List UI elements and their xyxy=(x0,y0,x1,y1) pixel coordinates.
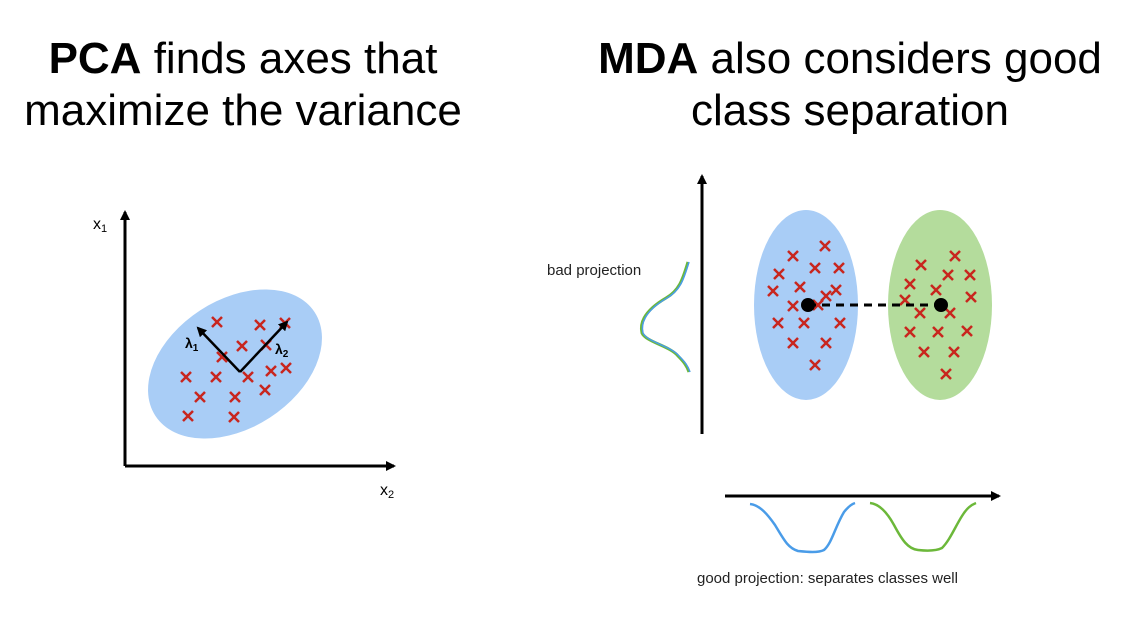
class-a-marker xyxy=(809,262,821,274)
bad-projection-label: bad projection xyxy=(547,262,641,279)
pca-lambda2-vector xyxy=(239,320,289,373)
mda-keyword: MDA xyxy=(598,34,699,83)
class-a-marker xyxy=(833,262,845,274)
mda-title-rest: also considers good xyxy=(698,34,1102,83)
pca-title-rest: finds axes that xyxy=(141,34,438,83)
pca-data-marker xyxy=(228,411,240,423)
class-b-marker xyxy=(899,294,911,306)
bad-projection-curve xyxy=(639,261,691,373)
pca-data-marker xyxy=(180,371,192,383)
class-b-markers xyxy=(899,250,977,380)
class-a-markers xyxy=(767,240,846,371)
pca-title-line2: maximize the variance xyxy=(24,86,462,135)
class-a-mean-dot xyxy=(801,298,815,312)
good-projection-curve-blue xyxy=(749,501,856,554)
class-a-marker xyxy=(787,337,799,349)
class-a-marker xyxy=(812,299,824,311)
good-projection-curve-green xyxy=(869,501,977,552)
class-a-marker xyxy=(830,284,842,296)
pca-data-marker xyxy=(236,340,248,352)
class-b-marker xyxy=(965,291,977,303)
class-a-marker xyxy=(820,337,832,349)
class-b-marker xyxy=(914,307,926,319)
class-b-marker xyxy=(961,325,973,337)
class-a-marker xyxy=(820,290,832,302)
class-b-mean-dot xyxy=(934,298,948,312)
class-a-marker xyxy=(787,250,799,262)
bad-projection-curve-blue xyxy=(641,261,691,373)
class-a-marker xyxy=(834,317,846,329)
pca-data-marker xyxy=(265,365,277,377)
pca-data-marker xyxy=(259,384,271,396)
class-b-marker xyxy=(904,278,916,290)
pca-data-marker xyxy=(242,371,254,383)
mda-title-line1: MDA also considers good xyxy=(580,33,1120,85)
mda-title-line2: class separation xyxy=(691,86,1009,135)
pca-data-marker xyxy=(216,351,228,363)
class-b-marker xyxy=(940,368,952,380)
pca-lambda2-label: λ2 xyxy=(275,341,289,360)
class-a-marker xyxy=(794,281,806,293)
pca-data-marker xyxy=(280,362,292,374)
class-a-marker xyxy=(773,268,785,280)
pca-x-axis-label: x2 xyxy=(380,482,394,501)
pca-data-marker xyxy=(211,316,223,328)
pca-panel: x1 x2 λ1 λ2 xyxy=(93,210,396,501)
pca-data-marker xyxy=(229,391,241,403)
class-b-marker xyxy=(964,269,976,281)
pca-data-marker xyxy=(194,391,206,403)
pca-lambda1-label: λ1 xyxy=(185,335,199,354)
class-b-marker xyxy=(915,259,927,271)
class-a-marker xyxy=(798,317,810,329)
class-a-marker xyxy=(809,359,821,371)
class-b-marker xyxy=(944,307,956,319)
class-a-marker xyxy=(787,300,799,312)
class-b-marker xyxy=(942,269,954,281)
pca-keyword: PCA xyxy=(48,34,142,83)
class-a-marker xyxy=(767,285,779,297)
pca-title-line1: PCA finds axes that xyxy=(0,33,486,85)
class-b-marker xyxy=(930,284,942,296)
pca-data-marker xyxy=(182,410,194,422)
bad-projection-curve-green xyxy=(639,261,691,373)
class-b-marker xyxy=(918,346,930,358)
class-b-marker xyxy=(948,346,960,358)
class-a-marker xyxy=(772,317,784,329)
pca-lambda1-vector xyxy=(196,326,241,373)
class-b-marker xyxy=(904,326,916,338)
pca-data-marker xyxy=(254,319,266,331)
pca-data-ellipse xyxy=(148,289,322,439)
mda-title: MDA also considers good class separation xyxy=(580,33,1120,137)
pca-title: PCA finds axes that maximize the varianc… xyxy=(0,33,486,137)
good-projection-label: good projection: separates classes well xyxy=(697,570,958,587)
mda-panel: bad projection good projection: separate… xyxy=(547,174,1001,587)
pca-y-axis-label: x1 xyxy=(93,216,107,235)
pca-data-marker xyxy=(210,371,222,383)
class-a-marker xyxy=(819,240,831,252)
class-b-marker xyxy=(949,250,961,262)
class-b-marker xyxy=(932,326,944,338)
